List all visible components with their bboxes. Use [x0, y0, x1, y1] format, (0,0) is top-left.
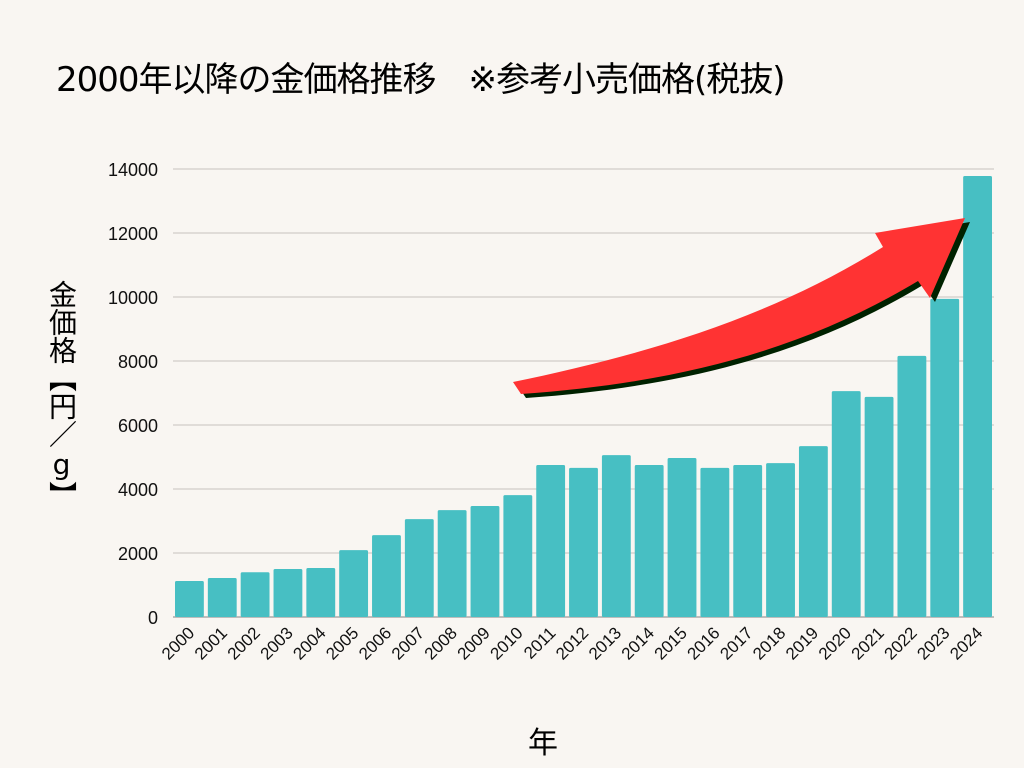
bar-2023: [930, 298, 960, 617]
bar-2017: [733, 465, 763, 617]
bar-2001: [207, 577, 237, 617]
x-tick-label: 2003: [257, 623, 297, 663]
bar-2006: [372, 535, 401, 617]
y-tick-label: 8000: [118, 352, 158, 372]
x-tick-label: 2006: [355, 623, 395, 663]
bar-2013: [601, 455, 631, 617]
x-tick-label: 2012: [552, 623, 592, 663]
y-tick-label: 6000: [118, 416, 158, 436]
bar-2010: [503, 495, 533, 617]
bar-2011: [536, 465, 566, 617]
bar-2014: [634, 465, 664, 617]
bar-2018: [766, 463, 795, 617]
x-tick-label: 2017: [716, 623, 756, 663]
y-tick-label: 2000: [118, 544, 158, 564]
y-axis-label: 金価格【円／g】: [45, 280, 78, 509]
bar-2005: [339, 550, 369, 617]
x-tick-label: 2007: [388, 623, 428, 663]
trend-arrow: [513, 218, 965, 394]
bars: [175, 176, 992, 618]
y-tick-label: 12000: [108, 224, 158, 244]
bar-2007: [404, 519, 434, 617]
bar-2000: [175, 581, 204, 617]
x-tick-label: 2018: [749, 623, 789, 663]
y-tick-label: 4000: [118, 480, 158, 500]
bar-2008: [437, 510, 467, 617]
y-tick-label: 10000: [108, 288, 158, 308]
x-tick-label: 2005: [322, 623, 362, 663]
bar-2002: [240, 572, 270, 617]
x-tick-label: 2000: [158, 623, 198, 663]
x-tick-label: 2019: [782, 623, 822, 663]
y-tick-label: 0: [148, 608, 158, 628]
bar-2015: [667, 457, 697, 617]
x-tick-label: 2020: [815, 623, 855, 663]
x-tick-label: 2008: [421, 623, 461, 663]
x-tick-label: 2004: [289, 623, 329, 663]
x-tick-label: 2011: [520, 623, 559, 662]
trend-arrow-icon: [513, 218, 970, 398]
chart-title: 2000年以降の金価格推移 ※参考小売価格(税抜): [56, 60, 786, 100]
bar-2004: [306, 568, 336, 617]
bar-2020: [831, 391, 861, 617]
bar-2016: [700, 467, 730, 617]
bar-2022: [897, 355, 927, 617]
x-tick-label: 2021: [848, 623, 888, 663]
bar-2003: [273, 569, 303, 617]
x-tick-label: 2024: [946, 623, 986, 663]
x-tick-labels: 2000200120022003200420052006200720082009…: [158, 623, 986, 663]
x-tick-label: 2016: [684, 623, 724, 663]
bar-2021: [864, 396, 894, 617]
y-tick-labels: 0 2000 4000 6000 8000 10000 12000 14000: [108, 160, 158, 628]
bar-2019: [798, 446, 828, 617]
bar-2012: [569, 467, 598, 617]
x-tick-label: 2014: [618, 623, 658, 663]
x-tick-label: 2013: [585, 623, 625, 663]
bar-2009: [470, 505, 500, 617]
bar-2024: [963, 176, 992, 618]
x-tick-label: 2010: [486, 623, 526, 663]
x-tick-label: 2015: [651, 623, 691, 663]
y-tick-label: 14000: [108, 160, 158, 180]
x-tick-label: 2023: [913, 623, 953, 663]
x-axis-label: 年: [528, 726, 558, 761]
x-tick-label: 2022: [881, 623, 921, 663]
x-tick-label: 2002: [224, 623, 264, 663]
x-tick-label: 2009: [454, 623, 494, 663]
x-tick-label: 2001: [191, 623, 231, 663]
